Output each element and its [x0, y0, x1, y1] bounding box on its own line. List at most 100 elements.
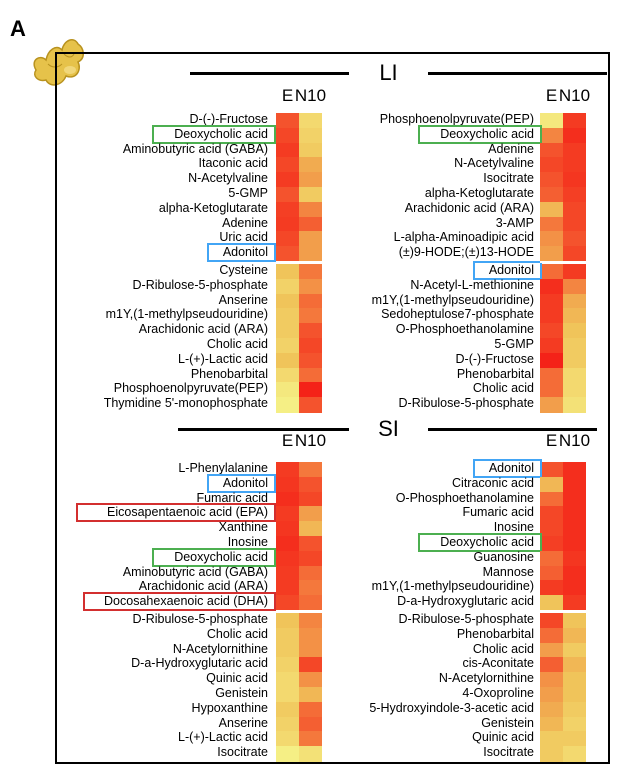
row-label: D-a-Hydroxyglutaric acid	[131, 656, 268, 671]
row-label: Deoxycholic acid	[440, 126, 534, 141]
heatmap-cell	[276, 595, 299, 611]
heatmap-cell	[563, 565, 586, 581]
heatmap-cell	[276, 701, 299, 718]
heatmap-cell	[563, 716, 586, 732]
cluster-separator	[540, 261, 586, 263]
heatmap-cell	[540, 536, 563, 552]
heatmap-cell	[299, 246, 322, 262]
heatmap-cell	[276, 246, 299, 262]
row-label: N-Acetylornithine	[172, 641, 268, 656]
row-label: Arachidonic acid (ARA)	[138, 322, 268, 337]
row-label: 4-Oxoproline	[462, 686, 534, 700]
heatmap-cell	[299, 565, 322, 581]
heatmap-cell	[563, 323, 586, 339]
row-label: L-alpha-Aminoadipic acid	[393, 230, 534, 245]
heatmap-cell	[540, 264, 563, 280]
heatmap-cell	[276, 382, 299, 398]
section-rule-right	[428, 428, 597, 431]
heatmap-cell	[276, 491, 299, 507]
heatmap-cell	[563, 308, 586, 324]
row-label: D-Ribulose-5-phosphate	[398, 612, 535, 626]
heatmap-cell	[563, 367, 586, 383]
row-label: Phenobarbital	[456, 626, 534, 641]
heatmap-cell	[540, 278, 563, 295]
heatmap-cell	[540, 338, 563, 354]
heatmap-cell	[276, 613, 299, 629]
row-label: Anserine	[218, 715, 268, 730]
row-label: Eicosapentaenoic acid (EPA)	[107, 505, 268, 520]
panel-letter: A	[10, 16, 26, 41]
heatmap-cell	[563, 264, 586, 280]
heatmap-cell	[563, 278, 586, 295]
row-label: Inosine	[227, 535, 268, 549]
heatmap-cell	[540, 113, 563, 129]
heatmap-cell	[540, 382, 563, 398]
heatmap-cell	[276, 716, 299, 732]
row-label: L-(+)-Lactic acid	[178, 351, 268, 366]
row-label: O-Phosphoethanolamine	[395, 322, 534, 337]
heatmap-cell	[299, 536, 322, 552]
heatmap-cell	[299, 323, 322, 339]
section-rule-left	[178, 428, 349, 431]
row-label: Adonitol	[222, 475, 268, 490]
heatmap-cell	[299, 397, 322, 413]
heatmap-cell	[540, 157, 563, 173]
row-label: m1Y,(1-methylpseudouridine)	[371, 292, 534, 307]
heatmap-cell	[563, 113, 586, 129]
column-header-n10: N10	[294, 431, 327, 450]
heatmap-cell	[276, 201, 299, 218]
heatmap-cell	[299, 293, 322, 309]
heatmap-cell	[540, 716, 563, 732]
heatmap-cell	[540, 672, 563, 688]
column-header-n10: N10	[294, 86, 327, 105]
heatmap-cell	[276, 231, 299, 247]
heatmap-cell	[563, 536, 586, 552]
row-label: Cholic acid	[206, 626, 268, 641]
row-label: Docosahexaenoic acid (DHA)	[104, 594, 268, 609]
heatmap-cell	[276, 157, 299, 173]
section-rule-left	[190, 72, 349, 75]
heatmap-cell	[299, 382, 322, 398]
heatmap-cell	[563, 246, 586, 262]
heatmap-cell	[276, 746, 299, 762]
row-label: Arachidonic acid (ARA)	[404, 200, 534, 215]
heatmap-cell	[540, 187, 563, 203]
heatmap-cell	[299, 338, 322, 354]
row-label: Arachidonic acid (ARA)	[138, 579, 268, 594]
heatmap-cell	[299, 142, 322, 158]
row-label: Adonitol	[488, 461, 534, 475]
heatmap-cell	[299, 367, 322, 383]
heatmap-cell	[276, 476, 299, 493]
row-label: Phosphoenolpyruvate(PEP)	[379, 112, 534, 126]
heatmap-cell	[540, 580, 563, 596]
row-label: Cholic acid	[206, 337, 268, 351]
heatmap-cell	[540, 246, 563, 262]
heatmap-cell	[276, 731, 299, 747]
heatmap-cell	[540, 491, 563, 507]
heatmap-cell	[299, 308, 322, 324]
heatmap-cell	[563, 687, 586, 703]
heatmap-cell	[299, 278, 322, 295]
row-label: Isocitrate	[217, 745, 268, 760]
heatmap-cell	[276, 687, 299, 703]
row-label: N-Acetylvaline	[454, 156, 534, 171]
row-label: Phenobarbital	[456, 366, 534, 381]
heatmap-cell	[276, 338, 299, 354]
row-label: Aminobutyric acid (GABA)	[122, 564, 268, 579]
heatmap-cell	[276, 323, 299, 339]
row-label: alpha-Ketoglutarate	[424, 186, 534, 200]
row-label: Thymidine 5'-monophosphate	[103, 396, 268, 411]
row-label: Quinic acid	[472, 730, 534, 745]
heatmap-cell	[540, 627, 563, 644]
heatmap-cell	[299, 201, 322, 218]
heatmap-cell	[540, 565, 563, 581]
heatmap-cell	[299, 642, 322, 658]
row-label: L-(+)-Lactic acid	[178, 730, 268, 745]
row-label: Xanthine	[218, 520, 268, 535]
heatmap-cell	[540, 172, 563, 188]
heatmap-cell	[563, 476, 586, 493]
heatmap-cell	[540, 642, 563, 658]
heatmap-cell	[540, 352, 563, 369]
heatmap-cell	[276, 293, 299, 309]
heatmap-cell	[540, 308, 563, 324]
